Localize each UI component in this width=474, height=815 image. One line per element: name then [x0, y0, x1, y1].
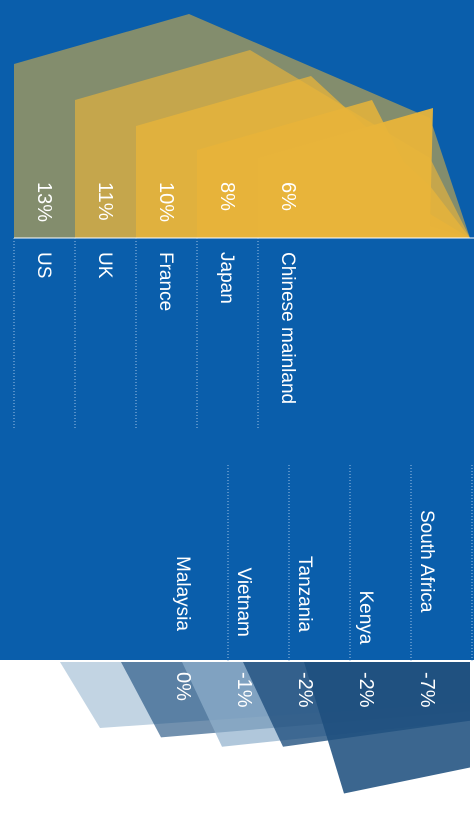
category-label-tanzania: Tanzania: [294, 556, 315, 632]
category-label-chinese-mainland: Chinese mainland: [277, 252, 298, 404]
bar-south-africa: [304, 662, 470, 794]
positive-bars: [14, 14, 470, 238]
category-label-us: US: [33, 252, 54, 278]
category-label-vietnam: Vietnam: [233, 568, 254, 637]
value-label-chinese-mainland: 6%: [277, 182, 299, 211]
category-label-japan: Japan: [216, 252, 237, 304]
labels: 13% US 11% UK 10% France 8% Japan 6% Chinese main…: [33, 182, 438, 708]
value-label-tanzania: -2%: [294, 672, 316, 708]
value-label-france: 10%: [155, 182, 177, 222]
separator-lines: [13, 237, 474, 662]
bar-chinese-mainland: [258, 108, 470, 238]
value-label-vietnam: -1%: [233, 672, 255, 708]
negative-bars: [60, 662, 470, 794]
category-label-malaysia: Malaysia: [172, 556, 193, 631]
category-label-uk: UK: [94, 252, 115, 279]
value-label-japan: 8%: [216, 182, 238, 211]
value-label-us: 13%: [33, 182, 55, 222]
value-label-kenya: -2%: [355, 672, 377, 708]
category-label-south-africa: South Africa: [416, 510, 437, 613]
category-label-kenya: Kenya: [355, 591, 376, 645]
value-label-malaysia: 0%: [172, 672, 194, 701]
value-label-south-africa: -7%: [416, 672, 438, 708]
category-label-france: France: [155, 252, 176, 311]
value-label-uk: 11%: [94, 182, 116, 221]
